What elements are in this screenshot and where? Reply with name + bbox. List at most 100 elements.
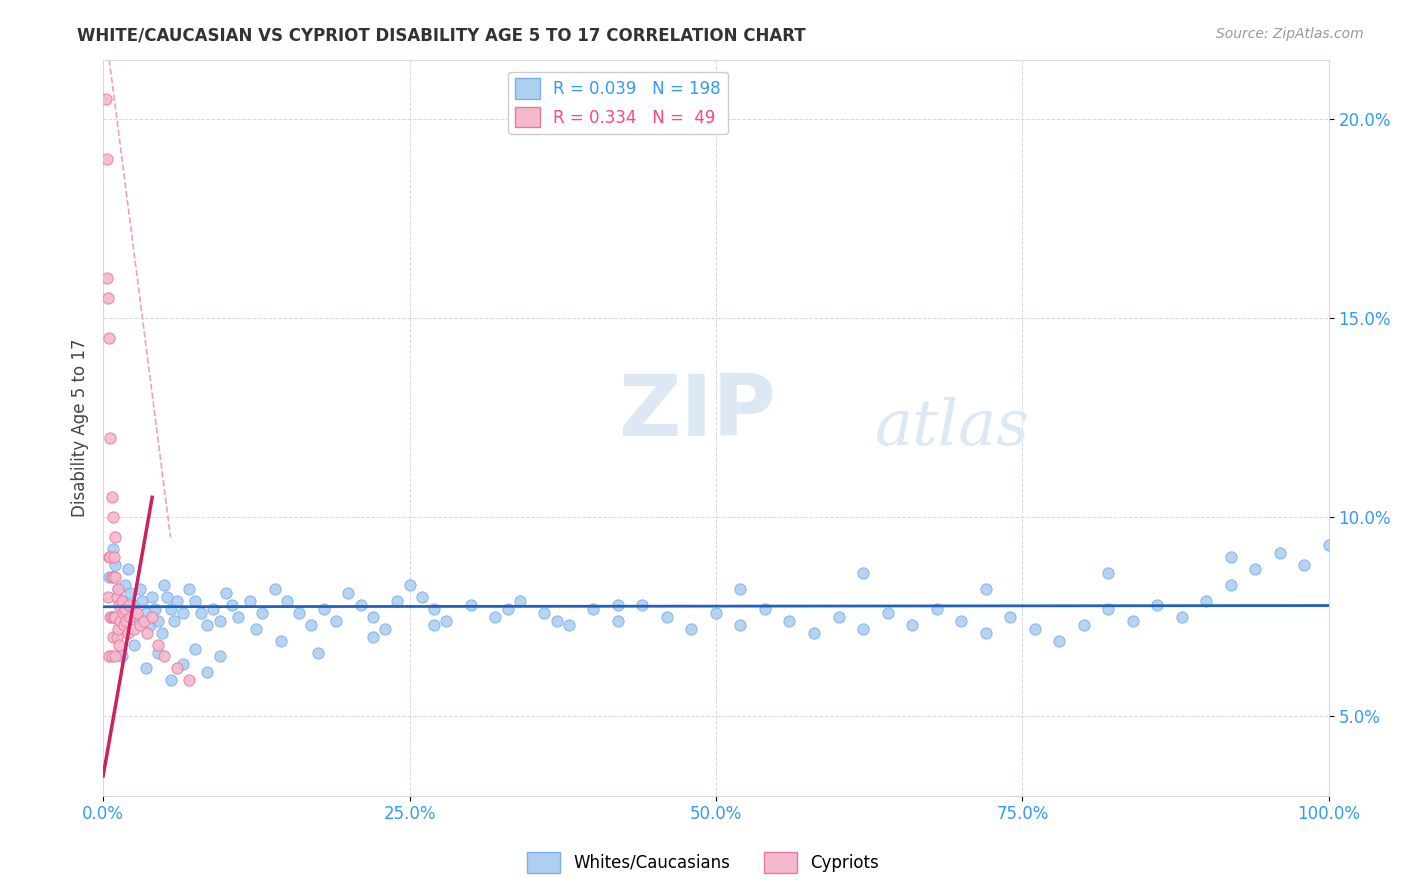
Point — [509, 594, 531, 608]
Point — [138, 617, 160, 632]
Point — [460, 598, 482, 612]
Legend: R = 0.039   N = 198, R = 0.334   N =  49: R = 0.039 N = 198, R = 0.334 N = 49 — [508, 71, 727, 134]
Point — [105, 630, 128, 644]
Point — [925, 601, 948, 615]
Point — [533, 606, 555, 620]
Point — [558, 617, 581, 632]
Point — [108, 598, 131, 612]
Point — [104, 530, 127, 544]
Point — [681, 622, 703, 636]
Point — [103, 609, 125, 624]
Point — [100, 649, 122, 664]
Point — [374, 622, 396, 636]
Point — [361, 609, 384, 624]
Point — [655, 609, 678, 624]
Point — [166, 594, 188, 608]
Point — [398, 578, 420, 592]
Point — [131, 594, 153, 608]
Point — [252, 606, 274, 620]
Point — [730, 582, 752, 596]
Point — [111, 606, 134, 620]
Point — [1219, 578, 1241, 592]
Point — [104, 570, 127, 584]
Point — [98, 649, 121, 664]
Point — [1294, 558, 1316, 572]
Point — [1146, 598, 1168, 612]
Point — [105, 590, 128, 604]
Text: WHITE/CAUCASIAN VS CYPRIOT DISABILITY AGE 5 TO 17 CORRELATION CHART: WHITE/CAUCASIAN VS CYPRIOT DISABILITY AG… — [77, 27, 806, 45]
Point — [101, 630, 124, 644]
Point — [876, 606, 898, 620]
Point — [135, 661, 157, 675]
Point — [1073, 617, 1095, 632]
Point — [172, 606, 194, 620]
Point — [135, 606, 157, 620]
Point — [107, 582, 129, 596]
Point — [117, 625, 139, 640]
Text: Source: ZipAtlas.com: Source: ZipAtlas.com — [1216, 27, 1364, 41]
Point — [245, 622, 267, 636]
Point — [1170, 609, 1192, 624]
Point — [159, 601, 181, 615]
Point — [606, 614, 628, 628]
Point — [112, 617, 135, 632]
Point — [117, 562, 139, 576]
Point — [97, 291, 120, 305]
Point — [120, 586, 142, 600]
Point — [136, 625, 159, 640]
Point — [143, 601, 166, 615]
Point — [100, 609, 122, 624]
Point — [100, 431, 122, 445]
Point — [434, 614, 457, 628]
Point — [150, 625, 173, 640]
Point — [803, 625, 825, 640]
Point — [631, 598, 654, 612]
Text: atlas: atlas — [876, 397, 1031, 458]
Point — [148, 638, 170, 652]
Point — [98, 549, 121, 564]
Point — [184, 641, 207, 656]
Point — [411, 590, 433, 604]
Point — [312, 601, 335, 615]
Point — [974, 625, 997, 640]
Point — [546, 614, 568, 628]
Point — [754, 601, 776, 615]
Point — [270, 633, 292, 648]
Point — [110, 614, 132, 628]
Point — [215, 586, 238, 600]
Point — [1097, 566, 1119, 580]
Point — [1268, 546, 1291, 560]
Point — [156, 590, 179, 604]
Point — [263, 582, 285, 596]
Point — [349, 598, 371, 612]
Text: ZIP: ZIP — [617, 371, 776, 454]
Point — [98, 331, 121, 345]
Point — [122, 622, 145, 636]
Point — [950, 614, 973, 628]
Point — [129, 582, 152, 596]
Point — [208, 614, 231, 628]
Point — [110, 594, 132, 608]
Point — [177, 673, 200, 688]
Point — [98, 570, 121, 584]
Point — [110, 649, 132, 664]
Point — [177, 582, 200, 596]
Point — [1195, 594, 1218, 608]
Point — [195, 617, 218, 632]
Point — [166, 661, 188, 675]
Point — [190, 606, 212, 620]
Point — [974, 582, 997, 596]
Point — [101, 510, 124, 524]
Point — [100, 609, 122, 624]
Point — [97, 590, 120, 604]
Point — [141, 609, 163, 624]
Point — [288, 606, 311, 620]
Point — [101, 570, 124, 584]
Point — [998, 609, 1021, 624]
Point — [361, 630, 384, 644]
Point — [226, 609, 249, 624]
Point — [122, 638, 145, 652]
Point — [129, 617, 152, 632]
Point — [107, 622, 129, 636]
Point — [307, 646, 329, 660]
